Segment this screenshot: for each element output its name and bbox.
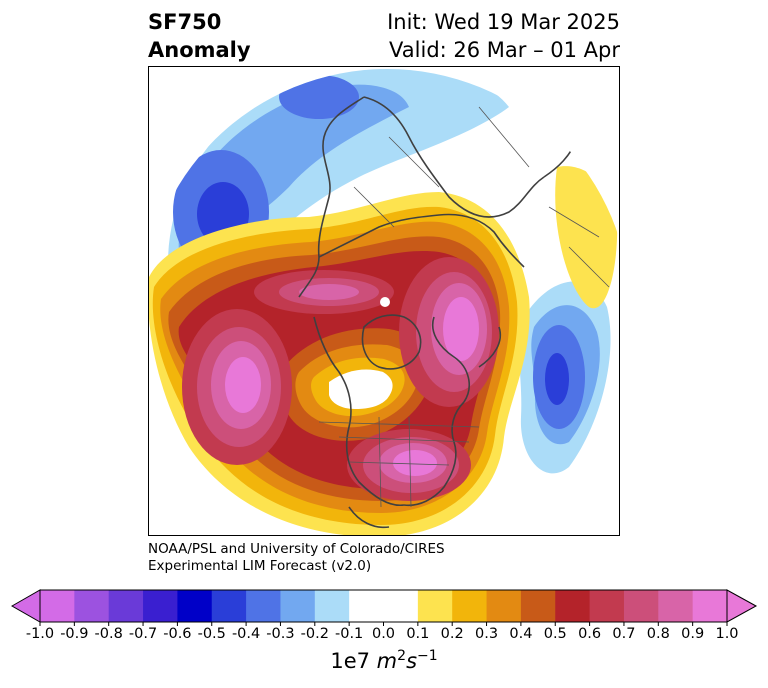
- colorbar-segment: [623, 590, 659, 622]
- colorbar-tick-label: -0.6: [163, 626, 192, 642]
- colorbar-segment: [74, 590, 110, 622]
- colorbar-segments: [40, 590, 728, 622]
- positive-anomaly-east-patch: [555, 166, 618, 309]
- colorbar-segment: [555, 590, 591, 622]
- colorbar-tick-label: 0.6: [578, 626, 602, 642]
- colorbar-over-arrow: [726, 589, 758, 623]
- colorbar-tick-label: -0.9: [60, 626, 89, 642]
- colorbar-tick-label: -0.7: [128, 626, 158, 642]
- colorbar-tick-label: 0.0: [371, 626, 396, 642]
- colorbar-outline: [39, 589, 728, 623]
- colorbar-segment: [589, 590, 625, 622]
- colorbar-tick-label: 1.0: [715, 626, 739, 642]
- init-date: Init: Wed 19 Mar 2025: [387, 10, 620, 34]
- colorbar-segment: [692, 590, 728, 622]
- colorbar-tick-label: 0.7: [612, 626, 636, 642]
- colorbar-segment: [417, 590, 453, 622]
- colorbar-tick-label: -0.4: [231, 626, 261, 642]
- colorbar-segment: [486, 590, 522, 622]
- map-title: SF750 Anomaly: [148, 8, 251, 64]
- colorbar-tick-label: 0.2: [440, 626, 464, 642]
- colorbar-tick-label: 0.8: [646, 626, 670, 642]
- colorbar-segment: [658, 590, 694, 622]
- colorbar-segment: [280, 590, 316, 622]
- colorbar-tick-label: 0.4: [509, 626, 533, 642]
- colorbar-segment: [211, 590, 247, 622]
- credit-line1: NOAA/PSL and University of Colorado/CIRE…: [148, 541, 445, 557]
- colorbar-segment: [177, 590, 213, 622]
- map-panel: [148, 66, 620, 536]
- colorbar-tick-label: 0.3: [475, 626, 499, 642]
- colorbar-tick-label: -0.2: [300, 626, 329, 642]
- colorbar-tick-label: -1.0: [25, 626, 55, 642]
- colorbar-tick-label: 0.5: [543, 626, 567, 642]
- colorbar-tick-label: -0.8: [94, 626, 123, 642]
- colorbar-unit-label: 1e7 m2s−1: [330, 648, 438, 673]
- title-variable: SF750: [148, 10, 222, 34]
- colorbar-segment: [143, 590, 178, 622]
- colorbar-segment: [520, 590, 556, 622]
- colorbar-tick-label: -0.3: [266, 626, 295, 642]
- colorbar-segment: [452, 590, 488, 622]
- colorbar-segment: [246, 590, 281, 622]
- colorbar-segment: [349, 590, 384, 622]
- colorbar-tick-label: 0.1: [406, 626, 430, 642]
- title-kind: Anomaly: [148, 38, 251, 62]
- colorbar-under-arrow: [10, 589, 41, 623]
- colorbar: [10, 589, 758, 626]
- anomaly-map: [149, 69, 619, 535]
- colorbar-tick-label: -0.5: [197, 626, 226, 642]
- credit-line2: Experimental LIM Forecast (v2.0): [148, 558, 372, 574]
- colorbar-segment: [108, 590, 144, 622]
- colorbar-tick-label: -0.1: [334, 626, 364, 642]
- colorbar-tick-label: 0.9: [681, 626, 705, 642]
- valid-date: Valid: 26 Mar – 01 Apr: [389, 38, 620, 62]
- coastlines: [298, 77, 584, 529]
- colorbar-ticks: [39, 622, 728, 626]
- negative-anomaly-east-lobe: [519, 281, 611, 474]
- colorbar-segment: [314, 590, 350, 622]
- colorbar-segment: [383, 590, 419, 622]
- forecast-dates: Init: Wed 19 Mar 2025 Valid: 26 Mar – 01…: [387, 8, 620, 64]
- colorbar-segment: [40, 590, 75, 622]
- credit-text: NOAA/PSL and University of Colorado/CIRE…: [148, 541, 445, 575]
- strong-positive-cores: [182, 257, 499, 501]
- north-pole-marker: [380, 297, 390, 307]
